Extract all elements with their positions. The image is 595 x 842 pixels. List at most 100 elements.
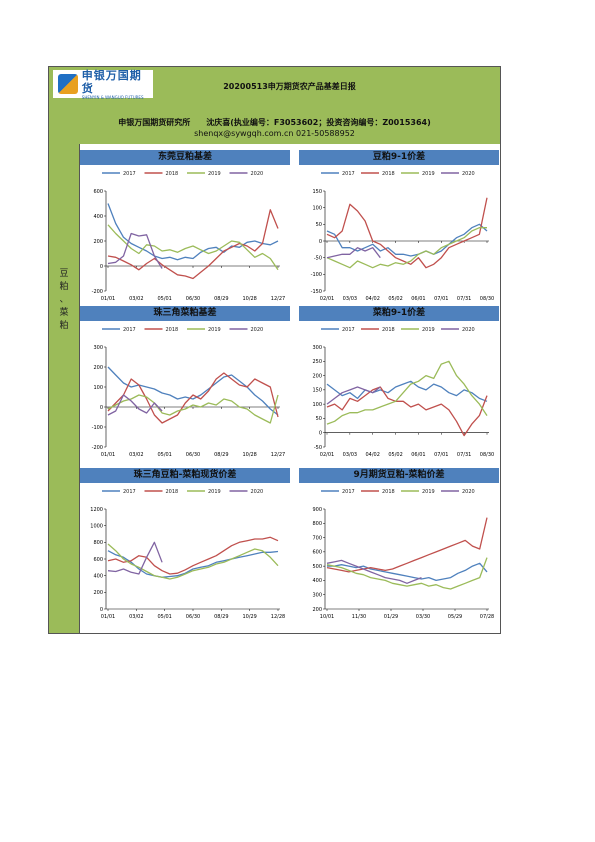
logo-icon xyxy=(58,74,78,94)
x-tick-label: 10/28 xyxy=(242,452,256,458)
legend-label-2018: 2018 xyxy=(166,171,179,177)
series-line-2020 xyxy=(107,232,163,269)
series-line-2019 xyxy=(107,224,279,271)
x-tick-label: 05/02 xyxy=(388,452,402,458)
category-label: 豆 粕 、 菜 粕 xyxy=(49,268,79,333)
chart-title: 珠三角菜粕基差 xyxy=(80,306,290,321)
y-tick-label: 800 xyxy=(93,540,103,546)
series-line-2018 xyxy=(107,536,279,575)
x-tick-label: 07/01 xyxy=(434,452,448,458)
report-frame: 申银万国期货 SHENYIN & WANGUO FUTURES 20200513… xyxy=(48,66,501,634)
y-tick-label: 0 xyxy=(319,239,322,245)
legend-label-2017: 2017 xyxy=(123,489,136,495)
y-tick-label: 150 xyxy=(312,388,322,394)
category-char: 、 xyxy=(59,295,69,305)
legend-label-2017: 2017 xyxy=(123,327,136,333)
y-tick-label: 0 xyxy=(100,405,103,411)
series-line-2018 xyxy=(326,197,488,269)
x-tick-label: 12/27 xyxy=(271,296,285,302)
series-line-2020 xyxy=(326,247,381,259)
y-tick-label: 50 xyxy=(316,222,322,228)
y-tick-label: 900 xyxy=(312,507,322,513)
series-line-2019 xyxy=(107,394,279,424)
legend-label-2019: 2019 xyxy=(422,171,435,177)
x-tick-label: 07/28 xyxy=(480,614,494,620)
category-char: 豆 xyxy=(59,269,69,279)
chart-svg: 2017 2018 2019 2020 -50 0 50 100 150 200 250 300 02/… xyxy=(312,327,494,458)
y-tick-label: 300 xyxy=(93,345,103,351)
x-tick-label: 01/01 xyxy=(101,296,115,302)
legend-label-2017: 2017 xyxy=(342,171,355,177)
y-tick-label: 200 xyxy=(93,239,103,245)
series-line-2020 xyxy=(107,541,163,575)
legend-label-2020: 2020 xyxy=(462,489,475,495)
x-tick-label: 07/31 xyxy=(457,452,471,458)
category-char: 菜 xyxy=(59,308,69,318)
chart-prd-soy-rapeseed-spot-spread: 珠三角豆粕-菜粕现货价差 2017 2018 2019 2020 0 200 400 600 8… xyxy=(80,468,290,624)
x-tick-label: 01/01 xyxy=(101,614,115,620)
x-tick-label: 04/02 xyxy=(366,452,380,458)
x-tick-label: 01/29 xyxy=(384,614,398,620)
x-tick-label: 06/30 xyxy=(186,614,200,620)
series-line-2018 xyxy=(107,372,279,424)
report-title: 20200513申万期货农产品基差日报 xyxy=(223,82,356,91)
legend-label-2018: 2018 xyxy=(382,489,395,495)
y-tick-label: 0 xyxy=(100,607,103,613)
x-tick-label: 05/29 xyxy=(448,614,462,620)
logo-text: 申银万国期货 xyxy=(81,68,142,95)
y-tick-label: -200 xyxy=(92,289,103,295)
company-logo: 申银万国期货 SHENYIN & WANGUO FUTURES xyxy=(53,68,153,100)
y-tick-label: 100 xyxy=(312,402,322,408)
y-tick-label: 150 xyxy=(312,189,322,195)
y-tick-label: 200 xyxy=(93,365,103,371)
x-tick-label: 06/01 xyxy=(411,452,425,458)
y-tick-label: 0 xyxy=(319,431,322,437)
y-tick-label: 400 xyxy=(93,214,103,220)
y-tick-label: 800 xyxy=(312,521,322,527)
y-tick-label: -200 xyxy=(92,445,103,451)
legend-label-2019: 2019 xyxy=(208,489,221,495)
x-tick-label: 10/29 xyxy=(242,614,256,620)
x-tick-label: 10/01 xyxy=(320,614,334,620)
series-line-2019 xyxy=(107,543,279,580)
x-tick-label: 01/01 xyxy=(101,452,115,458)
series-line-2020 xyxy=(326,559,422,584)
chart-dongguan-soymeal-basis: 东莞豆粕基差 2017 2018 2019 2020 -200 0 200 400 600 01/… xyxy=(80,150,290,306)
x-tick-label: 12/28 xyxy=(271,614,285,620)
category-sidebar: 豆 粕 、 菜 粕 xyxy=(49,144,80,633)
chart-prd-rapeseed-meal-basis: 珠三角菜粕基差 2017 2018 2019 2020 -200 -100 0 100 200 3… xyxy=(80,306,290,462)
category-char: 粕 xyxy=(59,321,69,331)
series-line-2017 xyxy=(107,366,279,416)
x-tick-label: 03/30 xyxy=(416,614,430,620)
series-line-2019 xyxy=(326,360,488,425)
chart-title: 9月期货豆粕-菜粕价差 xyxy=(299,468,499,483)
series-line-2017 xyxy=(326,223,488,257)
chart-rapeseed-meal-9-1-spread: 菜粕9-1价差 2017 2018 2019 2020 -50 0 50 100 150 200 2… xyxy=(299,306,499,462)
y-tick-label: 600 xyxy=(312,550,322,556)
x-tick-label: 07/31 xyxy=(457,296,471,302)
chart-title: 菜粕9-1价差 xyxy=(299,306,499,321)
x-tick-label: 03/02 xyxy=(129,296,143,302)
y-tick-label: 1000 xyxy=(90,523,103,529)
x-tick-label: 05/01 xyxy=(157,614,171,620)
series-line-2018 xyxy=(107,209,279,280)
x-tick-label: 04/02 xyxy=(366,296,380,302)
x-tick-label: 07/01 xyxy=(434,296,448,302)
y-tick-label: 300 xyxy=(312,345,322,351)
chart-svg: 2017 2018 2019 2020 200 300 400 500 600 700 800 900… xyxy=(312,489,494,620)
report-header: 申银万国期货 SHENYIN & WANGUO FUTURES 20200513… xyxy=(49,67,500,144)
series-line-2019 xyxy=(326,227,487,269)
x-tick-label: 05/01 xyxy=(157,296,171,302)
legend-label-2019: 2019 xyxy=(208,171,221,177)
y-tick-label: 200 xyxy=(312,607,322,613)
x-tick-label: 03/02 xyxy=(129,614,143,620)
y-tick-label: 400 xyxy=(93,573,103,579)
x-tick-label: 08/30 xyxy=(480,296,494,302)
series-line-2017 xyxy=(327,562,488,582)
y-tick-label: 1200 xyxy=(90,507,103,513)
legend-label-2020: 2020 xyxy=(251,171,264,177)
x-tick-label: 08/29 xyxy=(214,614,228,620)
y-tick-label: 400 xyxy=(312,578,322,584)
chart-svg: 2017 2018 2019 2020 0 200 400 600 800 1000 1200 01/… xyxy=(90,489,285,620)
legend-label-2019: 2019 xyxy=(422,327,435,333)
